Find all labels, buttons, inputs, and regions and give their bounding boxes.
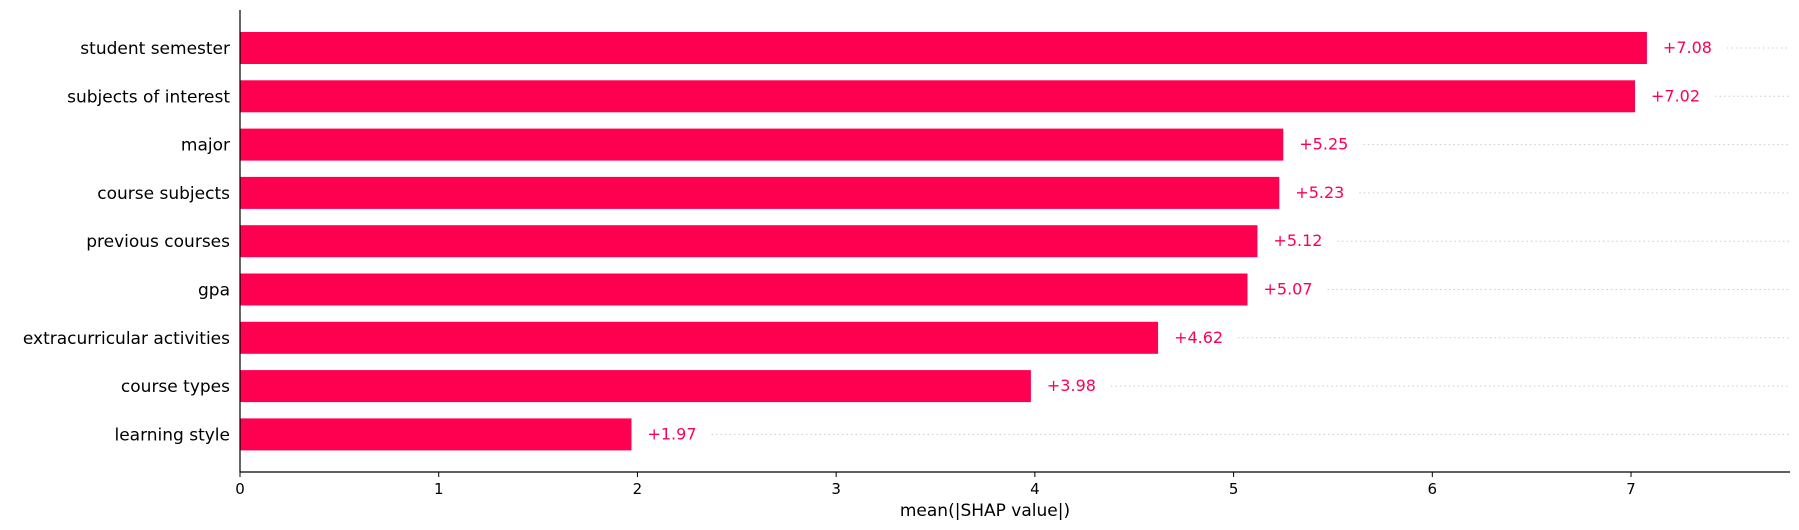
- x-tick-label: 3: [831, 480, 841, 498]
- category-label: previous courses: [86, 232, 230, 252]
- bar: [240, 176, 1280, 209]
- value-label: +5.12: [1273, 231, 1322, 250]
- value-label: +5.25: [1299, 135, 1348, 154]
- category-label: extracurricular activities: [23, 329, 230, 349]
- x-tick-label: 4: [1030, 480, 1040, 498]
- x-tick-label: 2: [633, 480, 643, 498]
- x-tick-label: 0: [235, 480, 245, 498]
- category-label: course types: [121, 377, 230, 397]
- x-axis-label: mean(|SHAP value|): [900, 501, 1070, 521]
- bar: [240, 273, 1248, 306]
- value-label: +1.97: [647, 424, 696, 443]
- bar: [240, 80, 1635, 113]
- category-label: learning style: [114, 425, 230, 445]
- value-label: +3.98: [1047, 376, 1096, 395]
- bar: [240, 32, 1647, 64]
- value-label: +7.08: [1663, 38, 1712, 57]
- category-label: subjects of interest: [67, 87, 230, 107]
- bar: [240, 418, 632, 451]
- category-label: gpa: [198, 281, 230, 301]
- category-label: course subjects: [97, 184, 230, 204]
- value-label: +4.62: [1174, 328, 1223, 347]
- bar: [240, 225, 1258, 258]
- value-label: +7.02: [1651, 86, 1700, 105]
- bar: [240, 128, 1284, 161]
- bar: [240, 321, 1159, 354]
- x-tick-label: 1: [434, 480, 444, 498]
- category-label: major: [181, 136, 230, 156]
- x-tick-label: 5: [1229, 480, 1239, 498]
- x-tick-label: 7: [1626, 480, 1636, 498]
- bar: [240, 370, 1031, 403]
- category-label: student semester: [80, 39, 230, 59]
- x-tick-label: 6: [1428, 480, 1438, 498]
- value-label: +5.23: [1295, 183, 1344, 202]
- value-label: +5.07: [1264, 280, 1313, 299]
